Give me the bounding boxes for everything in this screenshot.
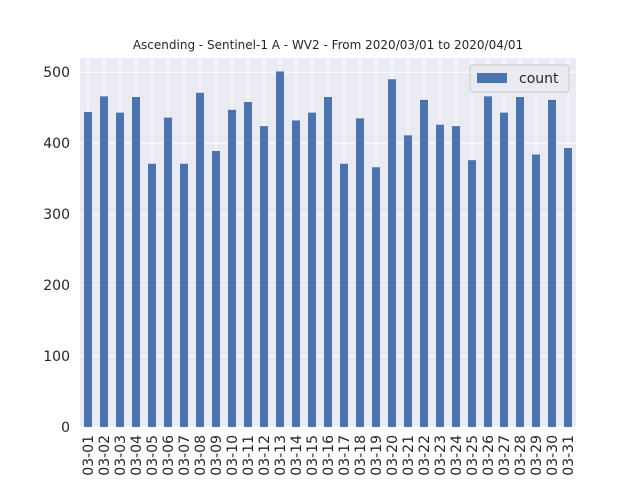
y-tick-label: 200: [43, 278, 70, 294]
x-tick-label: 03-30: [545, 435, 561, 476]
bar-03-14: [292, 120, 300, 427]
legend-label: count: [519, 71, 559, 87]
x-tick-label: 03-08: [193, 435, 209, 476]
y-tick-label: 0: [61, 420, 70, 436]
bar-03-18: [356, 118, 364, 427]
bar-03-10: [228, 109, 236, 427]
bar-03-21: [404, 135, 412, 427]
bar-03-16: [324, 97, 332, 428]
x-tick-label: 03-23: [433, 435, 449, 476]
y-tick-label: 400: [43, 136, 70, 152]
y-tick-label: 500: [43, 65, 70, 81]
y-tick-label: 100: [43, 349, 70, 365]
x-tick-label: 03-24: [449, 435, 465, 476]
bar-03-17: [340, 163, 348, 427]
x-tick-label: 03-31: [561, 435, 577, 476]
x-tick-label: 03-25: [465, 435, 481, 476]
x-tick-label: 03-20: [385, 435, 401, 476]
bar-03-20: [388, 79, 396, 428]
x-tick-label: 03-04: [129, 435, 145, 476]
y-tick-label: 300: [43, 207, 70, 223]
x-tick-label: 03-19: [369, 435, 385, 476]
bar-03-01: [84, 111, 92, 427]
legend-box: [469, 64, 570, 93]
bar-03-11: [244, 101, 252, 427]
bar-03-19: [372, 167, 380, 427]
x-tick-label: 03-16: [321, 435, 337, 476]
x-tick-label: 03-01: [81, 435, 97, 476]
bars: [84, 71, 572, 428]
x-tick-label: 03-27: [497, 435, 513, 476]
bar-03-12: [260, 126, 268, 427]
y-axis-ticks: 0 100 200 300 400 500: [43, 65, 70, 436]
x-tick-label: 03-21: [401, 435, 417, 476]
x-tick-label: 03-15: [305, 435, 321, 476]
bar-03-06: [164, 117, 172, 427]
bar-03-13: [276, 71, 284, 427]
bar-03-04: [132, 97, 140, 428]
x-tick-label: 03-22: [417, 435, 433, 476]
bar-03-25: [468, 160, 476, 427]
bar-03-31: [564, 148, 572, 427]
legend: count: [469, 64, 570, 93]
x-tick-label: 03-06: [161, 435, 177, 476]
bar-03-23: [436, 124, 444, 427]
bar-03-28: [516, 97, 524, 428]
bar-03-15: [308, 112, 316, 427]
x-tick-label: 03-26: [481, 435, 497, 476]
x-tick-label: 03-11: [241, 435, 257, 476]
x-tick-label: 03-07: [177, 435, 193, 476]
x-tick-label: 03-02: [97, 435, 113, 476]
x-tick-label: 03-17: [337, 435, 353, 476]
bar-03-27: [500, 112, 508, 427]
x-tick-label: 03-05: [145, 435, 161, 476]
bar-03-08: [196, 92, 204, 428]
bar-03-07: [180, 163, 188, 427]
x-tick-label: 03-29: [529, 435, 545, 476]
x-tick-label: 03-18: [353, 435, 369, 476]
legend-swatch: [477, 73, 507, 83]
x-tick-label: 03-10: [225, 435, 241, 476]
x-tick-label: 03-12: [257, 435, 273, 476]
bar-03-03: [116, 112, 124, 427]
x-tick-label: 03-14: [289, 435, 305, 476]
bar-03-29: [532, 154, 540, 427]
bar-03-22: [420, 99, 428, 427]
x-axis-ticks: 03-01 03-02 03-03 03-04 03-05 03-06 03-07 03-08…: [81, 435, 577, 476]
bar-03-09: [212, 150, 220, 428]
x-tick-label: 03-13: [273, 435, 289, 476]
chart-title: Ascending - Sentinel-1 A - WV2 - From 20…: [133, 38, 523, 52]
bar-03-26: [484, 96, 492, 428]
bar-03-24: [452, 126, 460, 427]
bar-03-02: [100, 96, 108, 428]
x-tick-label: 03-28: [513, 435, 529, 476]
x-tick-label: 03-03: [113, 435, 129, 476]
bar-03-30: [548, 99, 556, 427]
x-tick-label: 03-09: [209, 435, 225, 476]
bar-03-05: [148, 163, 156, 427]
